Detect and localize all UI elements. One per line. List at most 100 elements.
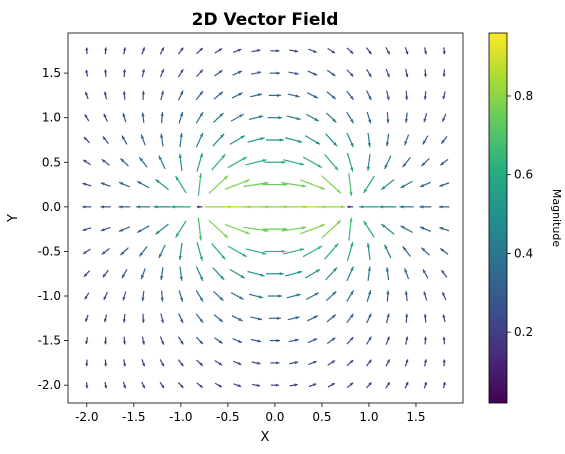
vector-arrow: [441, 291, 447, 301]
vector-arrow: [85, 47, 89, 55]
vector-arrow: [159, 47, 165, 55]
vector-arrow: [138, 156, 148, 168]
vector-arrow: [286, 293, 301, 299]
vector-arrow: [305, 292, 320, 300]
vector-arrow: [84, 314, 89, 322]
vector-arrow: [141, 112, 145, 123]
vector-arrow: [346, 313, 355, 324]
vector-arrow: [325, 112, 337, 123]
vector-arrow: [227, 245, 247, 258]
vector-arrow: [287, 93, 300, 98]
vector-arrow: [423, 336, 428, 345]
vector-arrow: [224, 223, 250, 235]
vector-arrow: [324, 243, 339, 260]
vector-arrow: [367, 132, 371, 148]
vector-arrow: [380, 178, 395, 191]
vector-arrow: [305, 113, 320, 122]
colorbar-tick-label: 0.4: [514, 246, 533, 260]
vector-arrow: [248, 293, 264, 299]
vector-arrow: [103, 336, 108, 345]
vector-arrow: [214, 47, 223, 54]
x-tick-label: 1.5: [406, 410, 425, 424]
vector-arrow: [402, 246, 411, 257]
vector-arrow: [285, 270, 303, 277]
colorbar-tick-label: 0.2: [514, 325, 533, 339]
x-tick-label: -1.0: [169, 410, 192, 424]
vector-arrow: [141, 68, 146, 78]
vector-arrow: [178, 313, 184, 324]
vector-arrow: [121, 268, 128, 279]
vector-arrow: [423, 47, 428, 55]
chart-title: 2D Vector Field: [192, 10, 339, 30]
vector-arrow: [195, 336, 204, 345]
vector-arrow: [247, 270, 265, 277]
vector-arrow: [359, 205, 379, 209]
vector-arrow: [365, 359, 372, 367]
x-tick-label: -1.5: [122, 410, 145, 424]
vector-arrow: [119, 158, 129, 167]
vector-arrow: [103, 91, 108, 100]
vector-arrow: [442, 47, 446, 55]
vector-arrow: [159, 381, 165, 389]
vector-arrow: [140, 268, 146, 280]
vector-arrow: [140, 134, 146, 146]
vector-arrow: [177, 336, 184, 345]
vector-arrow: [442, 69, 446, 77]
vector-arrow: [213, 112, 224, 123]
vector-arrow: [346, 69, 354, 78]
vector-arrow: [366, 153, 371, 171]
vector-arrow: [214, 337, 223, 344]
vector-arrow: [264, 249, 286, 254]
vector-arrow: [400, 225, 413, 233]
vector-arrow: [287, 316, 300, 321]
vector-arrow: [306, 315, 319, 322]
vector-arrow: [363, 220, 375, 238]
vector-arrow: [85, 359, 89, 367]
vector-arrow: [302, 245, 323, 258]
vector-arrow: [153, 205, 171, 209]
vector-arrow: [365, 47, 372, 55]
vector-arrow: [196, 205, 203, 209]
vector-arrow: [103, 291, 108, 301]
vector-arrow: [404, 268, 410, 280]
vector-arrow: [118, 205, 131, 209]
vector-arrow: [367, 266, 371, 281]
vector-arrow: [405, 336, 409, 345]
vector-arrow: [100, 205, 111, 209]
vector-arrow: [141, 47, 146, 55]
plot-area: -2.0 -1.5 -1.0 -0.5 0.0 0.5 1.0 1.5 -2.0 -1.5 -1.…: [38, 32, 464, 424]
vector-arrow: [160, 112, 164, 124]
vector-arrow: [326, 314, 337, 323]
vector-arrow: [136, 225, 150, 233]
vector-arrow: [325, 290, 337, 302]
vector-arrow: [208, 175, 229, 194]
vector-arrow: [346, 241, 354, 261]
vector-arrow: [84, 114, 90, 122]
vector-arrow: [385, 133, 390, 147]
vector-arrow: [229, 268, 246, 279]
vector-arrow: [196, 382, 204, 389]
vector-arrow: [231, 315, 243, 322]
y-tick-label: 0.5: [42, 155, 61, 169]
vector-arrow: [122, 314, 126, 323]
y-tick-label: -2.0: [38, 378, 61, 392]
vector-arrow: [346, 152, 354, 172]
vector-arrow: [419, 181, 432, 188]
vector-arrow: [266, 138, 284, 142]
vector-arrow: [385, 68, 390, 78]
vector-arrow: [196, 241, 203, 261]
vector-arrow: [326, 337, 336, 344]
vector-arrow: [141, 90, 145, 101]
vector-arrow: [307, 70, 318, 76]
vector-arrow: [195, 90, 204, 101]
vector-arrow: [196, 152, 203, 172]
vector-arrow: [230, 113, 244, 122]
vector-arrow: [100, 182, 111, 187]
vector-arrow: [379, 205, 397, 209]
axes-frame: [67, 32, 464, 404]
vector-arrow: [348, 217, 353, 241]
vector-arrow: [227, 156, 247, 169]
vector-arrow: [366, 313, 372, 324]
vector-arrow: [439, 158, 449, 166]
vector-arrow: [386, 112, 390, 124]
